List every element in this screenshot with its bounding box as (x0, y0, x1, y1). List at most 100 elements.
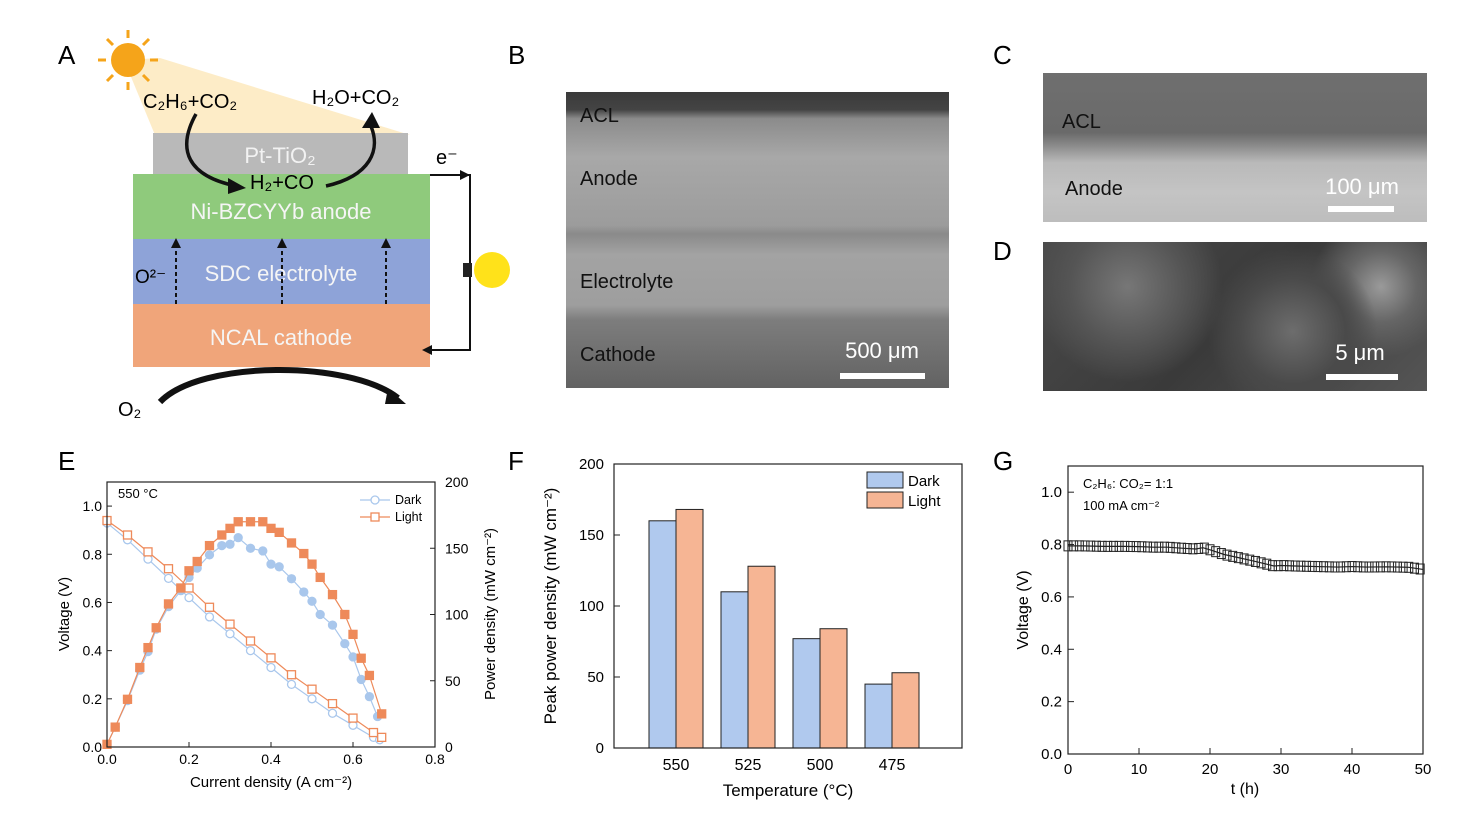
bar-light-475 (891, 672, 920, 749)
data-point-voltage (1182, 543, 1192, 555)
oxygen-flow-arrow (157, 367, 400, 405)
x-tick-label: 500 (807, 757, 834, 774)
bar-light-500 (819, 628, 848, 749)
chart-f-y-label: Peak power density (mW cm⁻²) (541, 488, 560, 725)
chart-e-legend: Dark Light (360, 493, 423, 524)
sem-label-acl: ACL (580, 105, 619, 127)
data-point-light-power (258, 517, 268, 527)
data-point-light-power (225, 523, 235, 534)
data-point-light-power (348, 629, 358, 640)
data-point-voltage (1313, 561, 1323, 573)
data-point-voltage (1285, 560, 1295, 572)
data-point-light-power (122, 694, 133, 704)
data-point-dark-power (364, 692, 375, 702)
x-tick-label: 525 (735, 757, 762, 774)
data-point-light-power (307, 559, 317, 569)
sem-label-cathode: Cathode (580, 344, 656, 366)
data-point-light-power (356, 653, 366, 663)
data-point-voltage (1353, 561, 1363, 573)
panel-e: E 0.0 0.2 0.4 0.6 0.8 0.0 0.2 0.4 0.6 0.8 1.0 0 50 10… (56, 446, 499, 791)
legend-swatch-dark (866, 471, 904, 489)
data-point-voltage (1262, 558, 1272, 570)
data-point-light-voltage (286, 670, 297, 680)
data-point-light-power (204, 540, 215, 551)
legend-label-dark: Dark (395, 493, 422, 507)
sem-label-acl-c: ACL (1062, 111, 1101, 133)
chart-e-x-label: Current density (A cm⁻²) (190, 774, 352, 791)
panel-a: A C₂H₆+CO₂ H₂O+CO₂ Pt-TiO₂ Ni-BZCYYb ano… (58, 30, 510, 421)
data-point-voltage (1188, 543, 1198, 555)
chart-f-plot-area: 0 50 100 150 200 550 525 500 475 (579, 456, 920, 774)
data-point-light-power (364, 670, 375, 681)
sem-label-anode: Anode (580, 168, 638, 190)
ion-transport-arrows (175, 246, 387, 304)
data-point-voltage (1125, 540, 1135, 552)
bar-light-525 (747, 565, 776, 749)
bar-dark-500 (792, 638, 821, 749)
data-point-voltage (1381, 561, 1391, 573)
y-tick-label: 0.2 (1041, 694, 1062, 711)
scale-bar-d (1326, 374, 1398, 380)
data-point-dark-voltage (286, 679, 297, 690)
data-point-light-power (233, 517, 243, 527)
syngas-label: H₂+CO (250, 172, 314, 194)
data-point-voltage (1279, 560, 1289, 572)
scale-bar-b (840, 373, 925, 379)
data-point-voltage (1103, 540, 1113, 552)
data-point-light-power (135, 662, 145, 673)
pt-tio2-label: Pt-TiO₂ (244, 143, 315, 168)
data-point-dark-power (274, 562, 284, 572)
data-point-voltage (1370, 561, 1380, 573)
data-point-voltage (1222, 549, 1232, 561)
data-point-voltage (1154, 541, 1164, 553)
data-point-light-voltage (143, 547, 153, 557)
data-point-light-power (184, 566, 194, 576)
electron-label: e⁻ (436, 147, 458, 169)
product-flow-arrow (325, 123, 377, 188)
external-circuit (430, 174, 471, 351)
data-point-light-voltage (204, 602, 215, 612)
data-point-voltage (1273, 560, 1283, 572)
legend-swatch-light (866, 491, 904, 509)
data-point-dark-voltage (307, 694, 317, 704)
panel-f: F 0 50 100 150 200 550 525 500 475 Dark Light Te… (508, 446, 963, 800)
data-point-light-voltage (327, 698, 338, 709)
panel-letter-b: B (508, 40, 525, 70)
legend-marker-dark (370, 495, 380, 505)
x-tick-label: 0 (1064, 761, 1072, 778)
reactant-flow-arrow (185, 113, 237, 188)
data-point-voltage (1245, 554, 1255, 566)
scale-bar-c (1328, 206, 1394, 212)
legend-label-dark-f: Dark (908, 473, 940, 490)
data-point-voltage (1069, 540, 1079, 552)
data-point-voltage (1137, 541, 1147, 553)
y-tick-label: 0.6 (83, 594, 103, 610)
data-point-light-voltage (184, 583, 194, 593)
data-point-voltage (1177, 542, 1187, 554)
panel-letter-d: D (993, 236, 1012, 266)
data-point-voltage (1097, 540, 1107, 552)
data-point-dark-voltage (163, 573, 174, 584)
x-tick-label: 20 (1202, 761, 1219, 778)
data-point-voltage (1086, 540, 1096, 552)
data-point-voltage (1239, 553, 1249, 565)
data-point-voltage (1250, 555, 1260, 567)
data-point-voltage (1165, 541, 1175, 553)
y-tick-label: 0.0 (1041, 746, 1062, 763)
x-tick-label: 30 (1273, 761, 1290, 778)
chart-g-frame (1067, 465, 1424, 755)
scale-bar-label-d: 5 μm (1335, 340, 1384, 365)
legend-marker-light (370, 512, 380, 522)
data-point-light-voltage (266, 653, 276, 663)
data-point-light-voltage (368, 727, 379, 738)
x-tick-label: 0.8 (425, 751, 445, 767)
panel-letter-g: G (993, 446, 1013, 476)
chart-g-y-label: Voltage (V) (1015, 570, 1032, 649)
feed-gas-label: C₂H₆+CO₂ (143, 91, 237, 113)
x-tick-label: 10 (1131, 761, 1148, 778)
data-point-voltage (1108, 540, 1118, 552)
series-line-dark-power (106, 536, 379, 745)
data-point-dark-power (315, 609, 325, 620)
chart-e-y2-label: Power density (mW cm⁻²) (482, 528, 499, 700)
y-tick-label: 0 (596, 740, 604, 757)
